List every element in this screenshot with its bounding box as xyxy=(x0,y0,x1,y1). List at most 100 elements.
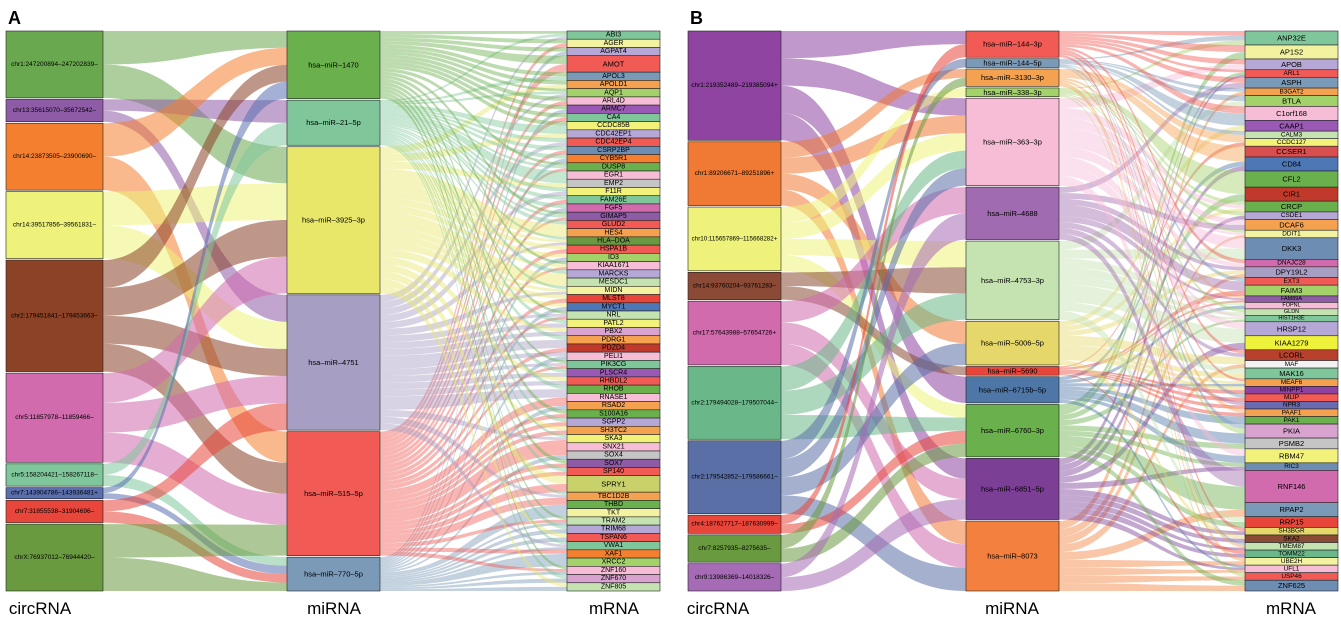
mrna-node: EGR1 xyxy=(566,170,661,180)
mrna-node: S100A16 xyxy=(566,409,661,419)
mrna-node: UBE2H xyxy=(1244,557,1339,566)
mrna-node: TRAM2 xyxy=(566,516,661,526)
circrna-node-label: chr2:179451841–17945​3663– xyxy=(11,312,98,319)
mirna-node-label: hsa–miR–515–5p xyxy=(304,489,363,498)
mrna-node-label: CALM3 xyxy=(1281,131,1303,138)
mirna-mrna-link xyxy=(380,136,567,438)
mrna-node-label: RSAD2 xyxy=(602,402,625,409)
mirna-node: hsa–miR–6715b–5p xyxy=(965,376,1060,404)
mirna-mrna-link xyxy=(380,91,567,105)
mirna-mrna-link xyxy=(1059,509,1245,560)
mirna-mrna-link xyxy=(1059,44,1245,114)
mrna-node-label: PATL2 xyxy=(603,320,623,327)
mirna-mrna-link xyxy=(380,131,567,373)
mirna-mrna-link xyxy=(1059,311,1245,523)
mirna-node-label: hsa–miR–338–3p xyxy=(983,88,1041,97)
mrna-node-label: RHOB xyxy=(603,386,624,393)
circrna-node: chr17:57643988–57654726+ xyxy=(687,300,782,366)
mrna-node-label: MAF xyxy=(1285,361,1299,368)
axis-label-mirna: miRNA xyxy=(307,599,361,618)
mirna-mrna-link xyxy=(1059,488,1245,535)
mirna-node-box xyxy=(965,87,1060,97)
mrna-node-label: DKK3 xyxy=(1282,244,1302,253)
circrna-node-box xyxy=(687,30,782,141)
mirna-mrna-link xyxy=(1059,495,1245,543)
mrna-node: CCDC85B xyxy=(566,121,661,131)
mrna-node-label: GLUD2 xyxy=(602,221,625,228)
circ-mirna-link xyxy=(781,150,966,391)
mirna-mrna-link xyxy=(1059,61,1245,121)
mrna-node-label: TMEM87 xyxy=(1279,543,1305,550)
mrna-node-label: KIAA1279 xyxy=(1275,338,1309,347)
mrna-node-label: THBD xyxy=(604,501,623,508)
mrna-node-label: DPY19L2 xyxy=(1275,268,1307,277)
mirna-mrna-link xyxy=(380,191,567,322)
mirna-mrna-link xyxy=(380,422,567,507)
circrna-node: chr5:158204421–158267118– xyxy=(5,463,104,487)
mrna-node-label: MLST8 xyxy=(602,295,625,302)
mrna-node-label: ARMC7 xyxy=(601,106,626,113)
mirna-mrna-link xyxy=(380,558,567,586)
circ-mirna-link xyxy=(103,99,287,123)
mirna-mrna-link xyxy=(1059,345,1245,379)
mirna-mrna-link xyxy=(1059,396,1245,463)
mirna-mrna-link xyxy=(380,109,567,561)
mirna-mrna-link xyxy=(1059,90,1245,205)
circrna-node-box xyxy=(5,259,104,372)
circ-mirna-link xyxy=(103,524,287,558)
mirna-mrna-link xyxy=(1059,65,1245,429)
mirna-mrna-link xyxy=(380,142,567,316)
mrna-node-label: DDIT1 xyxy=(1282,231,1301,238)
mrna-node-label: B3GAT2 xyxy=(1279,88,1304,95)
mirna-mrna-link xyxy=(1059,222,1245,357)
mirna-mrna-link xyxy=(380,331,567,356)
mrna-node-label: SKA3 xyxy=(605,435,623,442)
mrna-node-label: ZNF625 xyxy=(1278,581,1305,590)
mirna-mrna-link xyxy=(380,234,567,299)
mrna-node: CIR1 xyxy=(1244,186,1339,202)
mirna-node: hsa–miR–4753–3p xyxy=(965,240,1060,321)
mirna-mrna-link xyxy=(380,227,567,292)
mrna-node: MAK16 xyxy=(1244,367,1339,380)
mirna-mrna-link xyxy=(380,551,567,572)
mirna-mrna-link xyxy=(1059,38,1245,73)
mirna-mrna-link xyxy=(1059,559,1245,568)
mirna-node-box xyxy=(286,294,381,431)
mirna-node-box xyxy=(965,30,1060,58)
mirna-mrna-link xyxy=(1059,227,1245,406)
mirna-mrna-link xyxy=(1059,466,1245,489)
mirna-mrna-link xyxy=(1059,49,1245,354)
mirna-mrna-link xyxy=(1059,75,1245,162)
mirna-mrna-link xyxy=(380,413,567,502)
mrna-node: XRCC2 xyxy=(566,557,661,567)
mirna-mrna-link xyxy=(1059,373,1245,417)
mrna-node-label: ASPH xyxy=(1281,78,1301,87)
mrna-node-label: CAAP1 xyxy=(1279,121,1304,130)
mirna-mrna-link xyxy=(380,168,567,229)
mirna-mrna-link xyxy=(1059,40,1245,89)
mirna-mrna-link xyxy=(380,348,567,486)
mrna-node: FAM26E xyxy=(566,195,661,205)
mirna-mrna-link xyxy=(380,483,567,536)
mirna-mrna-link xyxy=(1059,198,1245,271)
mirna-mrna-link xyxy=(1059,175,1245,456)
mirna-mrna-link xyxy=(1059,107,1245,209)
mirna-mrna-link xyxy=(380,95,567,570)
mirna-mrna-link xyxy=(380,88,567,464)
mirna-mrna-link xyxy=(380,497,567,540)
circrna-node-label: chr13:35615070–35672542– xyxy=(13,107,97,114)
circ-mirna-link xyxy=(103,474,287,566)
circ-mirna-link xyxy=(103,403,287,512)
circ-mirna-link xyxy=(103,256,287,403)
mirna-mrna-link xyxy=(380,405,567,571)
axis-label-mirna: miRNA xyxy=(985,599,1039,618)
mrna-node-label: PLSCR4 xyxy=(600,369,627,376)
circ-mirna-link xyxy=(781,443,966,563)
mirna-mrna-link xyxy=(380,217,567,465)
mrna-node-label: XRCC2 xyxy=(602,559,626,566)
mirna-mrna-link xyxy=(380,107,567,143)
mirna-mrna-link xyxy=(380,271,567,484)
mrna-node: BTLA xyxy=(1244,95,1339,107)
